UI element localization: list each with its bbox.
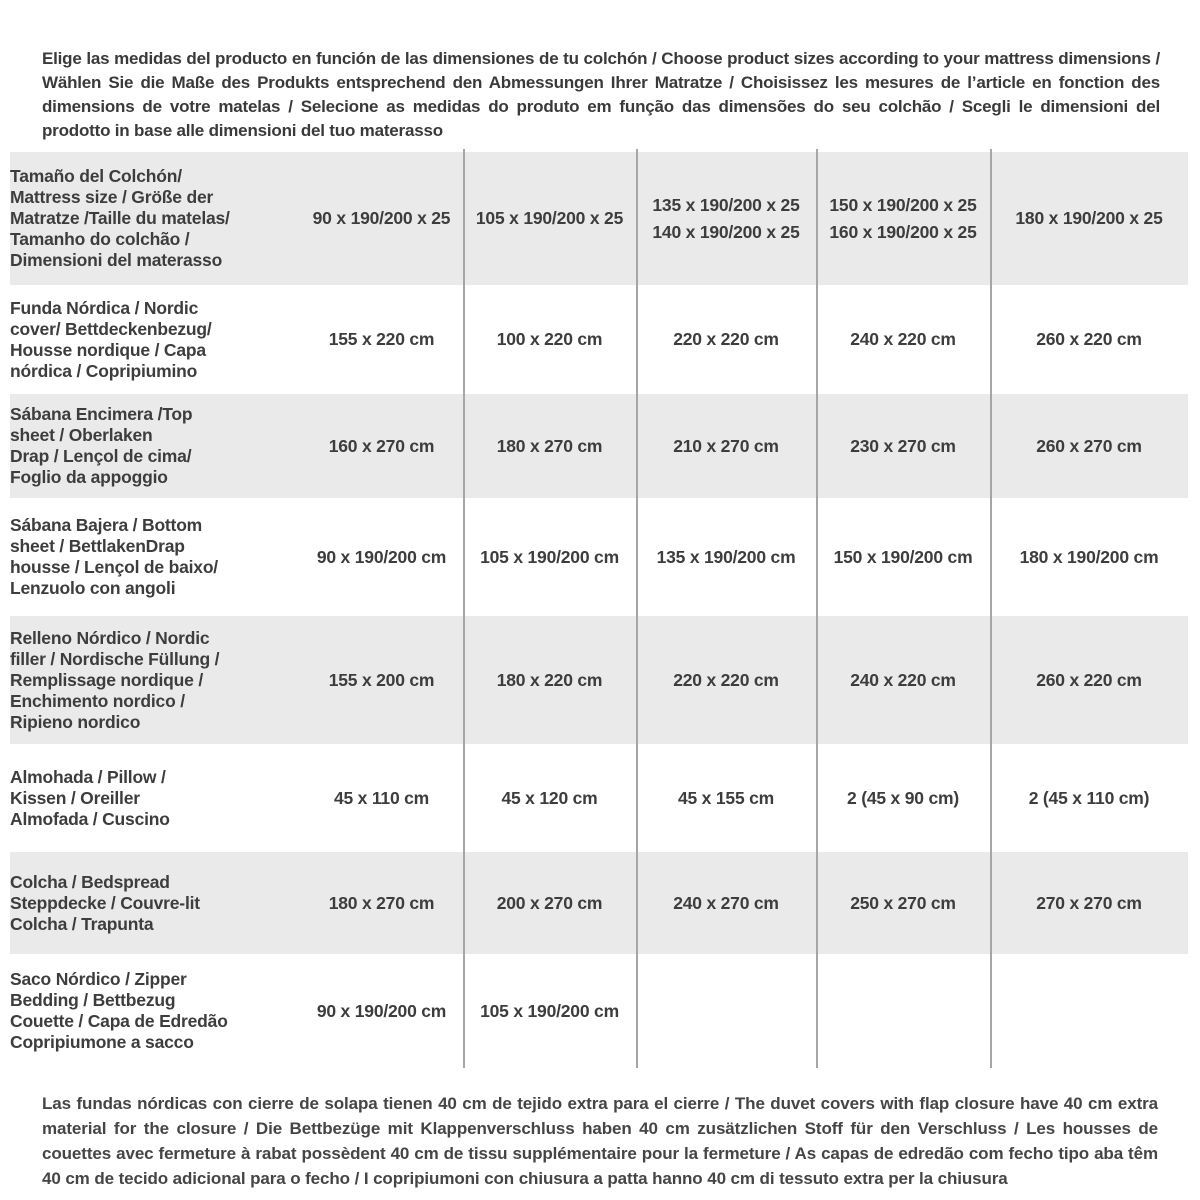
product-row-nordic-filler: Relleno Nórdico / Nordic filler / Nordis… <box>10 616 1188 744</box>
size-column-header-cell: 90 x 190/200 x 25 <box>300 152 463 285</box>
product-label-cell: Relleno Nórdico / Nordic filler / Nordis… <box>10 616 300 744</box>
size-value-cell: 45 x 155 cm <box>636 747 816 849</box>
product-row-bedspread: Colcha / Bedspread Steppdecke / Couvre-l… <box>10 852 1188 954</box>
size-value-cell: 160 x 270 cm <box>300 394 463 498</box>
footnote-paragraph: Las fundas nórdicas con cierre de solapa… <box>42 1094 1158 1188</box>
size-table-container: Tamaño del Colchón/ Mattress size / Größ… <box>10 149 1188 1068</box>
product-label-cell: Sábana Encimera /Top sheet / Oberlaken D… <box>10 394 300 498</box>
size-value-cell: 260 x 270 cm <box>990 394 1188 498</box>
size-value-cell: 155 x 220 cm <box>300 288 463 391</box>
size-value-cell: 105 x 190/200 cm <box>463 957 636 1065</box>
product-row-top-sheet: Sábana Encimera /Top sheet / Oberlaken D… <box>10 394 1188 498</box>
size-table: Tamaño del Colchón/ Mattress size / Größ… <box>10 149 1188 1068</box>
size-value-cell: 2 (45 x 90 cm) <box>816 747 990 849</box>
product-row-pillow: Almohada / Pillow / Kissen / Oreiller Al… <box>10 747 1188 849</box>
size-column-header-cell: 135 x 190/200 x 25 140 x 190/200 x 25 <box>636 152 816 285</box>
size-value-cell: 240 x 220 cm <box>816 616 990 744</box>
size-value-cell: 155 x 200 cm <box>300 616 463 744</box>
size-value-cell: 250 x 270 cm <box>816 852 990 954</box>
size-value-cell: 230 x 270 cm <box>816 394 990 498</box>
product-row-zipper-bedding: Saco Nórdico / Zipper Bedding / Bettbezu… <box>10 957 1188 1065</box>
size-value-cell: 220 x 220 cm <box>636 288 816 391</box>
column-divider <box>636 149 638 1068</box>
size-value-cell: 260 x 220 cm <box>990 616 1188 744</box>
size-value-cell: 135 x 190/200 cm <box>636 501 816 613</box>
size-value-cell: 180 x 270 cm <box>463 394 636 498</box>
column-divider <box>463 149 465 1068</box>
product-label-cell: Sábana Bajera / Bottom sheet / Bettlaken… <box>10 501 300 613</box>
product-row-bottom-sheet: Sábana Bajera / Bottom sheet / Bettlaken… <box>10 501 1188 613</box>
size-value-cell: 240 x 270 cm <box>636 852 816 954</box>
size-value-cell: 180 x 220 cm <box>463 616 636 744</box>
column-divider <box>990 149 992 1068</box>
size-value-cell: 105 x 190/200 cm <box>463 501 636 613</box>
table-header-row: Tamaño del Colchón/ Mattress size / Größ… <box>10 152 1188 285</box>
size-column-header-cell: 180 x 190/200 x 25 <box>990 152 1188 285</box>
size-value-cell: 240 x 220 cm <box>816 288 990 391</box>
size-value-cell: 45 x 120 cm <box>463 747 636 849</box>
size-value-cell <box>636 957 816 1065</box>
size-value-cell <box>990 957 1188 1065</box>
mattress-size-label-cell: Tamaño del Colchón/ Mattress size / Größ… <box>10 152 300 285</box>
size-value-cell: 45 x 110 cm <box>300 747 463 849</box>
size-value-cell: 90 x 190/200 cm <box>300 501 463 613</box>
size-value-cell: 210 x 270 cm <box>636 394 816 498</box>
size-value-cell: 270 x 270 cm <box>990 852 1188 954</box>
size-value-cell: 220 x 220 cm <box>636 616 816 744</box>
product-label-cell: Almohada / Pillow / Kissen / Oreiller Al… <box>10 747 300 849</box>
size-value-cell: 100 x 220 cm <box>463 288 636 391</box>
product-row-nordic-cover: Funda Nórdica / Nordic cover/ Bettdecken… <box>10 288 1188 391</box>
product-label-cell: Colcha / Bedspread Steppdecke / Couvre-l… <box>10 852 300 954</box>
size-value-cell: 180 x 190/200 cm <box>990 501 1188 613</box>
size-column-header-cell: 105 x 190/200 x 25 <box>463 152 636 285</box>
size-value-cell: 200 x 270 cm <box>463 852 636 954</box>
intro-paragraph: Elige las medidas del producto en funció… <box>42 49 1160 140</box>
column-divider <box>816 149 818 1068</box>
size-value-cell: 150 x 190/200 cm <box>816 501 990 613</box>
size-value-cell: 2 (45 x 110 cm) <box>990 747 1188 849</box>
product-label-cell: Saco Nórdico / Zipper Bedding / Bettbezu… <box>10 957 300 1065</box>
size-column-header-cell: 150 x 190/200 x 25 160 x 190/200 x 25 <box>816 152 990 285</box>
size-value-cell <box>816 957 990 1065</box>
size-value-cell: 260 x 220 cm <box>990 288 1188 391</box>
size-value-cell: 90 x 190/200 cm <box>300 957 463 1065</box>
size-value-cell: 180 x 270 cm <box>300 852 463 954</box>
product-label-cell: Funda Nórdica / Nordic cover/ Bettdecken… <box>10 288 300 391</box>
